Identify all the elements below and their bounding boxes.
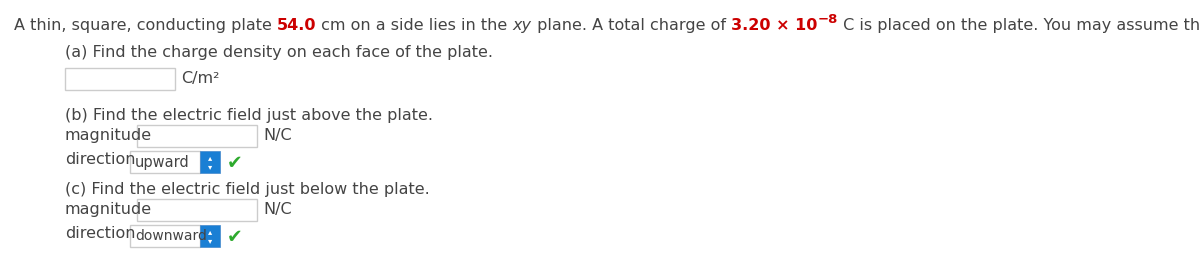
FancyBboxPatch shape [200,225,220,247]
Text: C/m²: C/m² [181,71,220,86]
FancyBboxPatch shape [137,125,257,147]
Text: N/C: N/C [263,128,292,143]
FancyBboxPatch shape [137,199,257,221]
Text: downward: downward [134,229,206,243]
FancyBboxPatch shape [130,225,200,247]
Text: direction: direction [65,152,136,167]
Text: cm on a side lies in the: cm on a side lies in the [317,18,512,33]
Text: N/C: N/C [263,202,292,217]
Text: direction: direction [65,226,136,241]
FancyBboxPatch shape [65,68,175,90]
FancyBboxPatch shape [130,151,200,173]
Text: C is placed on the plate. You may assume the charge density is uniform.: C is placed on the plate. You may assume… [838,18,1200,33]
Text: (a) Find the charge density on each face of the plate.: (a) Find the charge density on each face… [65,45,493,60]
Text: (c) Find the electric field just below the plate.: (c) Find the electric field just below t… [65,182,430,197]
Text: ▴
▾: ▴ ▾ [208,153,212,171]
Text: magnitude: magnitude [65,202,152,217]
Text: 3.20 × 10: 3.20 × 10 [731,18,817,33]
Text: plane. A total charge of: plane. A total charge of [532,18,731,33]
Text: −8: −8 [817,13,838,26]
Text: ▴
▾: ▴ ▾ [208,227,212,245]
FancyBboxPatch shape [200,151,220,173]
Text: A thin, square, conducting plate: A thin, square, conducting plate [14,18,277,33]
Text: xy: xy [512,18,532,33]
Text: 54.0: 54.0 [277,18,317,33]
Text: upward: upward [134,155,190,170]
Text: (b) Find the electric field just above the plate.: (b) Find the electric field just above t… [65,108,433,123]
Text: ✔: ✔ [227,228,242,247]
Text: magnitude: magnitude [65,128,152,143]
Text: ✔: ✔ [227,154,242,173]
